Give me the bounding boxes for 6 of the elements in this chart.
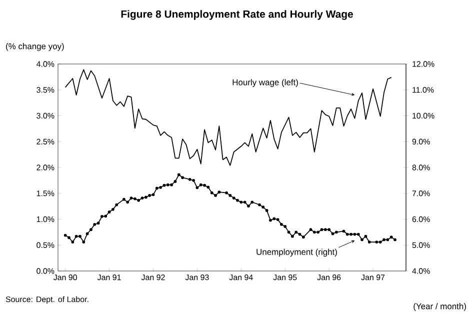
y-axis-title: (% change yoy) <box>6 43 64 51</box>
chart-title: Figure 8 Unemployment Rate and Hourly Wage <box>121 10 353 20</box>
x-axis-title: (Year / month) <box>414 303 466 311</box>
annotation: Hourly wage (left) <box>232 79 298 87</box>
annotation: Unemployment (right) <box>256 248 337 257</box>
line-series <box>64 69 392 166</box>
